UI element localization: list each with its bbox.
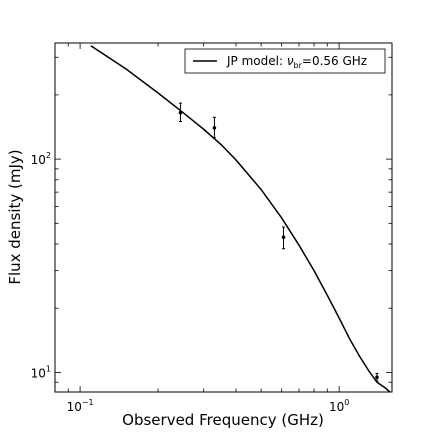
y-tick-label-2: 102 xyxy=(31,151,51,167)
legend-suffix: =0.56 GHz xyxy=(302,54,367,68)
legend-prefix: JP model: xyxy=(226,54,287,68)
model-curve xyxy=(90,45,391,392)
y-tick-label-1: 101 xyxy=(31,364,51,380)
legend-subscript: br xyxy=(294,61,303,70)
y-axis-label: Flux density (mJy) xyxy=(6,149,24,284)
legend-box xyxy=(184,48,386,74)
data-point-1 xyxy=(178,110,183,115)
legend-entry-text: JP model: νbr=0.56 GHz xyxy=(226,54,367,70)
plot-area xyxy=(90,45,391,392)
plot-frame xyxy=(54,42,393,393)
x-tick-label-2: 100 xyxy=(329,398,349,414)
data-point-4 xyxy=(375,375,379,380)
data-point-3 xyxy=(281,235,286,240)
x-axis-label: Observed Frequency (GHz) xyxy=(122,411,324,429)
x-tick-label-1: 10−1 xyxy=(67,398,94,414)
legend: JP model: νbr=0.56 GHz xyxy=(184,48,386,74)
axis-ticks: 10−1 100 101 102 xyxy=(31,43,392,414)
data-point-2 xyxy=(212,126,217,130)
legend-symbol: ν xyxy=(287,54,294,68)
